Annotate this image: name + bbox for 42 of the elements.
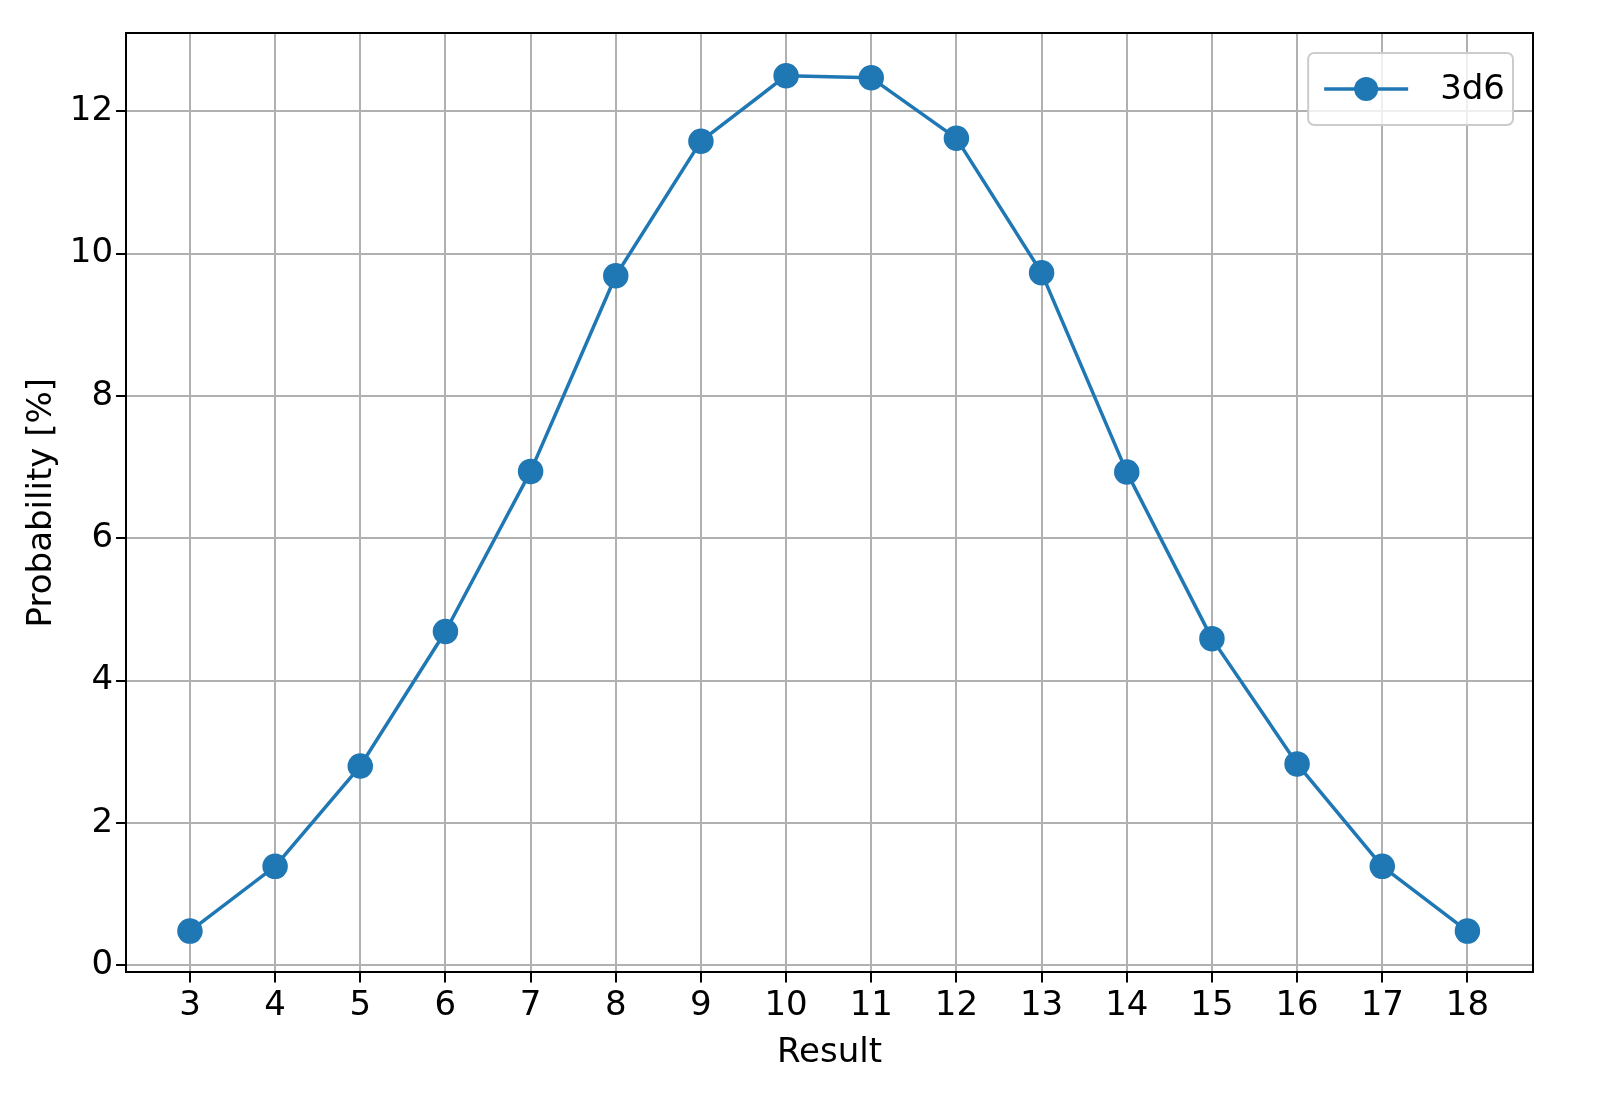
x-tick-label: 18 — [1445, 982, 1490, 1023]
point — [347, 753, 374, 779]
x-tick-label: 3 — [179, 982, 201, 1023]
point — [858, 65, 885, 91]
x-tick-label: 4 — [264, 982, 286, 1023]
y-tick-label: 2 — [91, 799, 114, 840]
point — [1369, 853, 1396, 880]
y-tick-label: 4 — [91, 657, 114, 698]
point — [1284, 751, 1310, 777]
point — [432, 618, 459, 645]
point — [688, 128, 714, 154]
x-tick-label: 14 — [1105, 982, 1149, 1023]
point — [1028, 260, 1055, 286]
point — [773, 62, 799, 89]
point — [1114, 459, 1140, 485]
x-tick-label: 11 — [849, 982, 893, 1023]
x-tick-label: 9 — [690, 982, 712, 1023]
legend-label: 3d6 — [1440, 66, 1506, 107]
y-tick-label: 0 — [91, 942, 114, 983]
x-tick-label: 8 — [604, 982, 627, 1023]
y-tick-label: 10 — [69, 230, 114, 271]
point — [262, 853, 288, 880]
x-tick-label: 16 — [1275, 982, 1319, 1023]
point — [517, 458, 544, 485]
point — [943, 125, 970, 152]
y-tick-label: 12 — [69, 88, 114, 129]
x-tick-label: 10 — [764, 982, 808, 1023]
y-axis-title: Probability [%] — [19, 378, 60, 628]
point — [603, 262, 629, 289]
y-tick-label: 6 — [91, 515, 114, 556]
x-tick-label: 7 — [519, 982, 542, 1023]
x-tick-label: 5 — [349, 982, 372, 1023]
x-tick-label: 6 — [434, 982, 457, 1023]
y-tick-label: 8 — [91, 372, 114, 413]
x-tick-label: 15 — [1190, 982, 1234, 1023]
x-tick-label: 12 — [934, 982, 979, 1023]
point — [1199, 625, 1225, 652]
x-tick-label: 17 — [1360, 982, 1404, 1023]
x-axis-title: Result — [777, 1030, 883, 1071]
x-tick-label: 13 — [1019, 982, 1064, 1023]
point — [1454, 918, 1481, 944]
point — [177, 918, 203, 944]
